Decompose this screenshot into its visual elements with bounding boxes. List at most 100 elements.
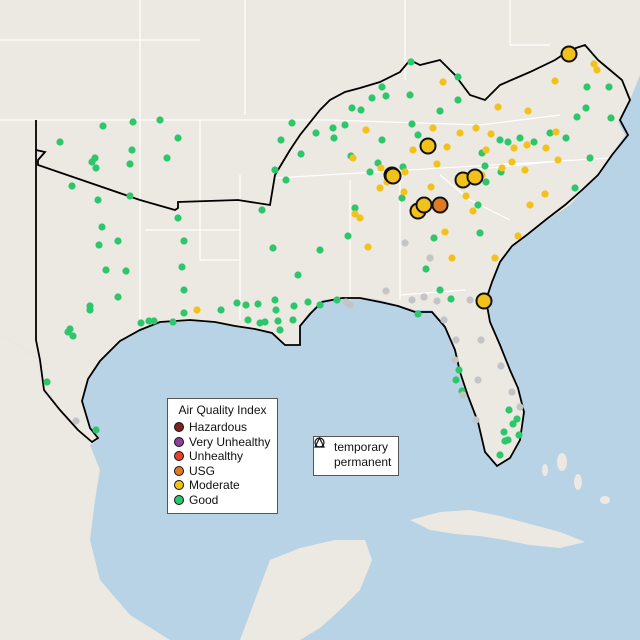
monitor-point-good	[330, 134, 338, 142]
monitor-point-good	[366, 168, 374, 176]
monitor-point-moderate	[510, 144, 518, 152]
monitor-point-good	[156, 116, 164, 124]
monitor-point-good	[150, 317, 158, 325]
monitor-point-good	[378, 83, 386, 91]
legend-title: Air Quality Index	[178, 403, 267, 417]
monitor-point-good	[530, 138, 538, 146]
monitor-point-nodata	[440, 316, 448, 324]
monitor-point-nodata	[401, 239, 409, 247]
temporary-monitor-usg	[431, 196, 449, 214]
aqi-legend: Air Quality Index Hazardous Very Unhealt…	[167, 398, 278, 514]
monitor-point-good	[447, 295, 455, 303]
monitor-point-good	[571, 184, 579, 192]
monitor-point-good	[501, 437, 509, 445]
monitor-point-good	[351, 204, 359, 212]
monitor-point-nodata	[451, 356, 459, 364]
monitor-point-moderate	[524, 107, 532, 115]
monitor-point-moderate	[472, 124, 480, 132]
monitor-point-moderate	[364, 243, 372, 251]
monitor-point-good	[329, 124, 337, 132]
good-swatch	[174, 494, 184, 505]
cuba-landmass	[410, 510, 585, 548]
monitor-point-good	[114, 293, 122, 301]
monitor-point-moderate	[469, 207, 477, 215]
monitor-point-good	[129, 118, 137, 126]
temporary-monitor-moderate	[419, 137, 437, 155]
monitor-point-moderate	[514, 232, 522, 240]
monitor-point-moderate	[193, 306, 201, 314]
monitor-point-good	[454, 96, 462, 104]
monitor-point-good	[92, 426, 100, 434]
monitor-point-nodata	[474, 376, 482, 384]
monitor-point-moderate	[552, 128, 560, 136]
monitor-point-moderate	[491, 254, 499, 262]
monitor-point-good	[43, 378, 51, 386]
monitor-point-good	[505, 406, 513, 414]
monitor-point-good	[500, 428, 508, 436]
monitor-point-nodata	[477, 336, 485, 344]
monitor-point-good	[217, 306, 225, 314]
legend-label: Unhealthy	[189, 449, 244, 464]
legend-item-usg: USG	[174, 464, 271, 479]
monitor-point-nodata	[466, 296, 474, 304]
monitor-point-good	[515, 431, 523, 439]
moderate-swatch	[174, 480, 184, 491]
monitor-point-good	[178, 263, 186, 271]
monitor-point-good	[573, 113, 581, 121]
monitor-point-good	[95, 241, 103, 249]
monitor-point-good	[398, 194, 406, 202]
monitor-point-moderate	[400, 188, 408, 196]
monitor-point-good	[272, 306, 280, 314]
usg-swatch	[174, 465, 184, 476]
monitor-point-good	[271, 296, 279, 304]
monitor-point-good	[455, 366, 463, 374]
monitor-point-good	[316, 301, 324, 309]
monitor-point-good	[290, 302, 298, 310]
monitor-point-moderate	[443, 143, 451, 151]
monitor-point-good	[145, 317, 153, 325]
monitor-point-good	[312, 129, 320, 137]
monitor-point-good	[271, 166, 279, 174]
temporary-monitor-moderate	[475, 292, 493, 310]
monitor-point-good	[414, 310, 422, 318]
monitor-point-moderate	[523, 141, 531, 149]
monitor-point-moderate	[427, 183, 435, 191]
legend-item-temporary: temporary	[314, 437, 394, 455]
legend-label: Hazardous	[189, 420, 248, 435]
monitor-point-moderate	[376, 184, 384, 192]
monitor-point-good	[86, 306, 94, 314]
monitor-point-nodata	[346, 301, 354, 309]
monitor-point-good	[368, 94, 376, 102]
monitor-point-good	[430, 234, 438, 242]
monitor-point-nodata	[72, 417, 80, 425]
monitor-point-good	[254, 300, 262, 308]
state-borders	[0, 0, 611, 325]
monitor-point-moderate	[401, 168, 409, 176]
monitor-point-good	[513, 415, 521, 423]
monitor-point-moderate	[429, 124, 437, 132]
monitor-point-nodata	[508, 388, 516, 396]
monitor-point-good	[233, 299, 241, 307]
monitor-point-good	[244, 316, 252, 324]
monitor-point-moderate	[409, 146, 417, 154]
monitor-point-good	[274, 317, 282, 325]
monitor-point-good	[180, 237, 188, 245]
monitor-point-good	[68, 182, 76, 190]
monitor-point-good	[242, 301, 250, 309]
monitor-point-moderate	[521, 166, 529, 174]
temporary-monitor-moderate	[384, 167, 402, 185]
monitor-point-nodata	[408, 296, 416, 304]
monitor-point-good	[382, 92, 390, 100]
monitor-point-good	[546, 129, 554, 137]
monitor-point-good	[64, 328, 72, 336]
legend-label: permanent	[334, 454, 392, 469]
monitor-point-good	[344, 232, 352, 240]
monitor-point-good	[378, 136, 386, 144]
monitor-point-nodata	[426, 254, 434, 262]
monitor-point-moderate	[456, 129, 464, 137]
monitor-point-good	[406, 91, 414, 99]
monitor-point-good	[92, 164, 100, 172]
monitor-point-good	[476, 229, 484, 237]
monitor-point-good	[436, 107, 444, 115]
